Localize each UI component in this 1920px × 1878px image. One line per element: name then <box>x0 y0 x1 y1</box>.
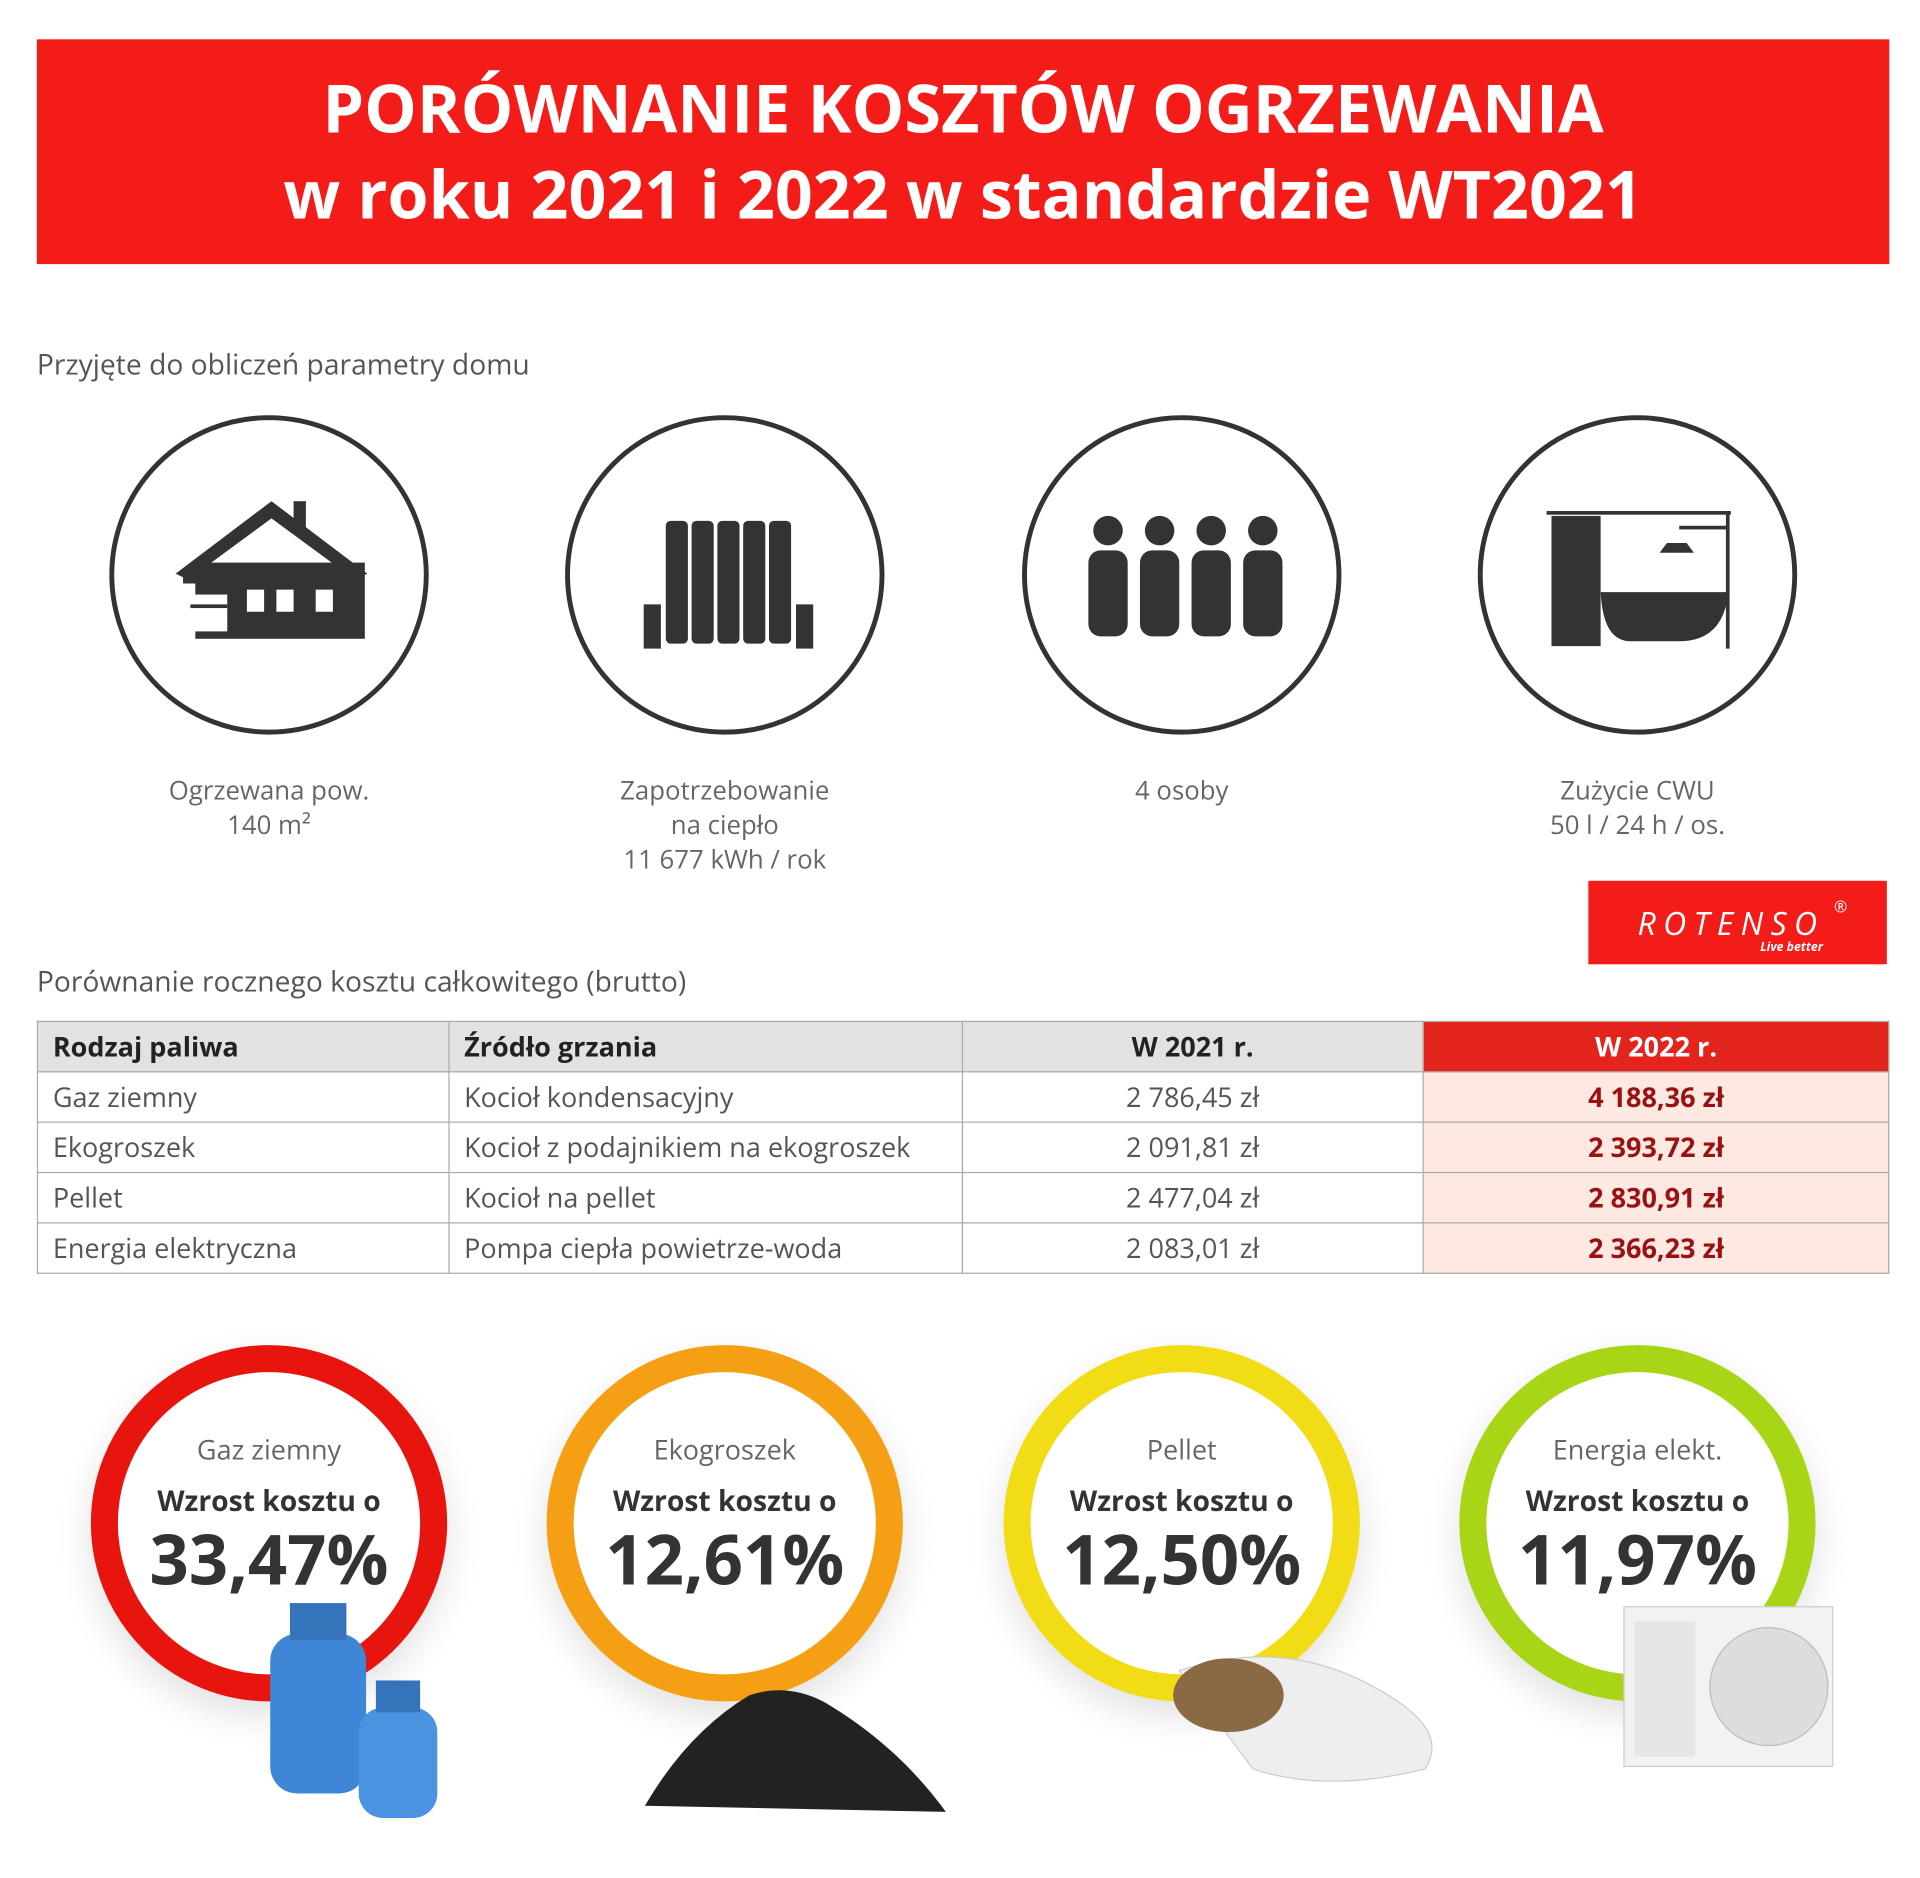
icon-circle <box>1022 415 1342 735</box>
card-name: Pellet <box>1146 1431 1217 1468</box>
table-cell: Kocioł kondensacyjny <box>448 1071 963 1123</box>
param-line: 140 m² <box>227 808 311 843</box>
param-label: Zużycie CWU 50 l / 24 h / os. <box>1453 774 1822 843</box>
logo-mark: ® <box>1834 895 1848 918</box>
heat-pump <box>1623 1606 1834 1768</box>
table-row: Ekogroszek Kocioł z podajnikiem na ekogro… <box>36 1121 1890 1174</box>
table-cell: Kocioł z podajnikiem na ekogroszek <box>448 1121 963 1174</box>
params-heading: Przyjęte do obliczeń parametry domu <box>36 343 530 384</box>
table-cell: 4 188,36 zł <box>1422 1071 1890 1123</box>
cost-table: Rodzaj paliwa Źródło grzania W 2021 r. W… <box>36 1020 1890 1274</box>
icon-circle <box>565 415 885 735</box>
table-cell: 2 477,04 zł <box>961 1171 1425 1224</box>
bath-icon <box>1546 511 1731 649</box>
table-cell: 2 091,81 zł <box>961 1121 1425 1174</box>
icon-circle <box>109 415 429 735</box>
table-cell: 2 830,91 zł <box>1422 1171 1890 1224</box>
radiator-icon <box>643 520 814 649</box>
table-cell: Ekogroszek <box>36 1121 450 1174</box>
header-row: Rodzaj paliwa Źródło grzania W 2021 r. W… <box>36 1020 1890 1073</box>
column-header: W 2022 r. <box>1422 1020 1890 1073</box>
card-value: 33,47% <box>149 1512 389 1606</box>
table-row: Energia elektryczna Pompa ciepła powietrz… <box>36 1222 1890 1274</box>
column-header: W 2021 r. <box>961 1020 1425 1073</box>
table-cell: Kocioł na pellet <box>448 1171 963 1224</box>
table-body: Gaz ziemny Kocioł kondensacyjny 2 786,45 z… <box>36 1071 1890 1274</box>
title-line: PORÓWNANIE KOSZTÓW OGRZEWANIA <box>322 61 1604 153</box>
table-cell: 2 786,45 zł <box>961 1071 1425 1123</box>
card-label: Wzrost kosztu o <box>612 1480 837 1520</box>
param-line: Zużycie CWU <box>1560 773 1715 809</box>
people-icon <box>1088 515 1283 637</box>
param-line: 11 677 kWh / rok <box>623 842 827 878</box>
logo-name: ROTENSO <box>1637 900 1825 945</box>
param-line: Zapotrzebowanie <box>620 773 830 809</box>
pellet-bag <box>1173 1656 1433 1782</box>
gas-cylinders <box>270 1603 438 1819</box>
table-cell: Energia elektryczna <box>36 1222 450 1274</box>
table-cell: 2 083,01 zł <box>961 1222 1425 1274</box>
table-cell: 2 393,72 zł <box>1422 1121 1890 1174</box>
param-line: na ciepło <box>670 808 779 843</box>
icon-circle <box>1477 415 1798 735</box>
decorations <box>270 1603 1834 1819</box>
table-heading: Porównanie rocznego kosztu całkowitego (… <box>36 960 687 1000</box>
param-line: 4 osoby <box>1134 773 1229 809</box>
param-label: Zapotrzebowanie na ciepło 11 677 kWh / rok <box>541 774 910 877</box>
table-cell: Pompa ciepła powietrze-woda <box>448 1222 963 1274</box>
house-icon <box>175 501 368 639</box>
title-line: w roku 2021 i 2022 w standardzie WT2021 <box>283 147 1643 239</box>
coal-pile <box>644 1690 946 1812</box>
card-value: 12,50% <box>1062 1512 1302 1606</box>
card-label: Wzrost kosztu o <box>157 1480 381 1520</box>
column-header: Źródło grzania <box>448 1020 963 1073</box>
card-label: Wzrost kosztu o <box>1525 1480 1750 1520</box>
card-value: 12,61% <box>605 1512 845 1606</box>
logo-tagline: Live better <box>1760 937 1823 955</box>
title-banner: PORÓWNANIE KOSZTÓW OGRZEWANIA w roku 202… <box>36 39 1890 265</box>
card-name: Energia elekt. <box>1552 1431 1723 1468</box>
table-cell: Gaz ziemny <box>36 1071 450 1123</box>
card-label: Wzrost kosztu o <box>1069 1480 1294 1520</box>
column-header: Rodzaj paliwa <box>36 1020 450 1073</box>
param-line: Ogrzewana pow. <box>168 773 370 809</box>
card-name: Gaz ziemny <box>196 1431 342 1468</box>
table-row: Pellet Kocioł na pellet 2 477,04 zł 2 830,9… <box>36 1171 1890 1224</box>
table-cell: Pellet <box>36 1171 450 1224</box>
card-value: 11,97% <box>1518 1512 1757 1606</box>
param-line: 50 l / 24 h / os. <box>1549 808 1725 843</box>
param-label: Ogrzewana pow. 140 m² <box>85 774 454 843</box>
table-cell: 2 366,23 zł <box>1422 1222 1890 1274</box>
logo: ROTENSO ® Live better <box>1588 880 1887 965</box>
param-label: 4 osoby <box>997 774 1366 808</box>
card-name: Ekogroszek <box>653 1431 796 1468</box>
table-row: Gaz ziemny Kocioł kondensacyjny 2 786,45 z… <box>36 1071 1890 1123</box>
